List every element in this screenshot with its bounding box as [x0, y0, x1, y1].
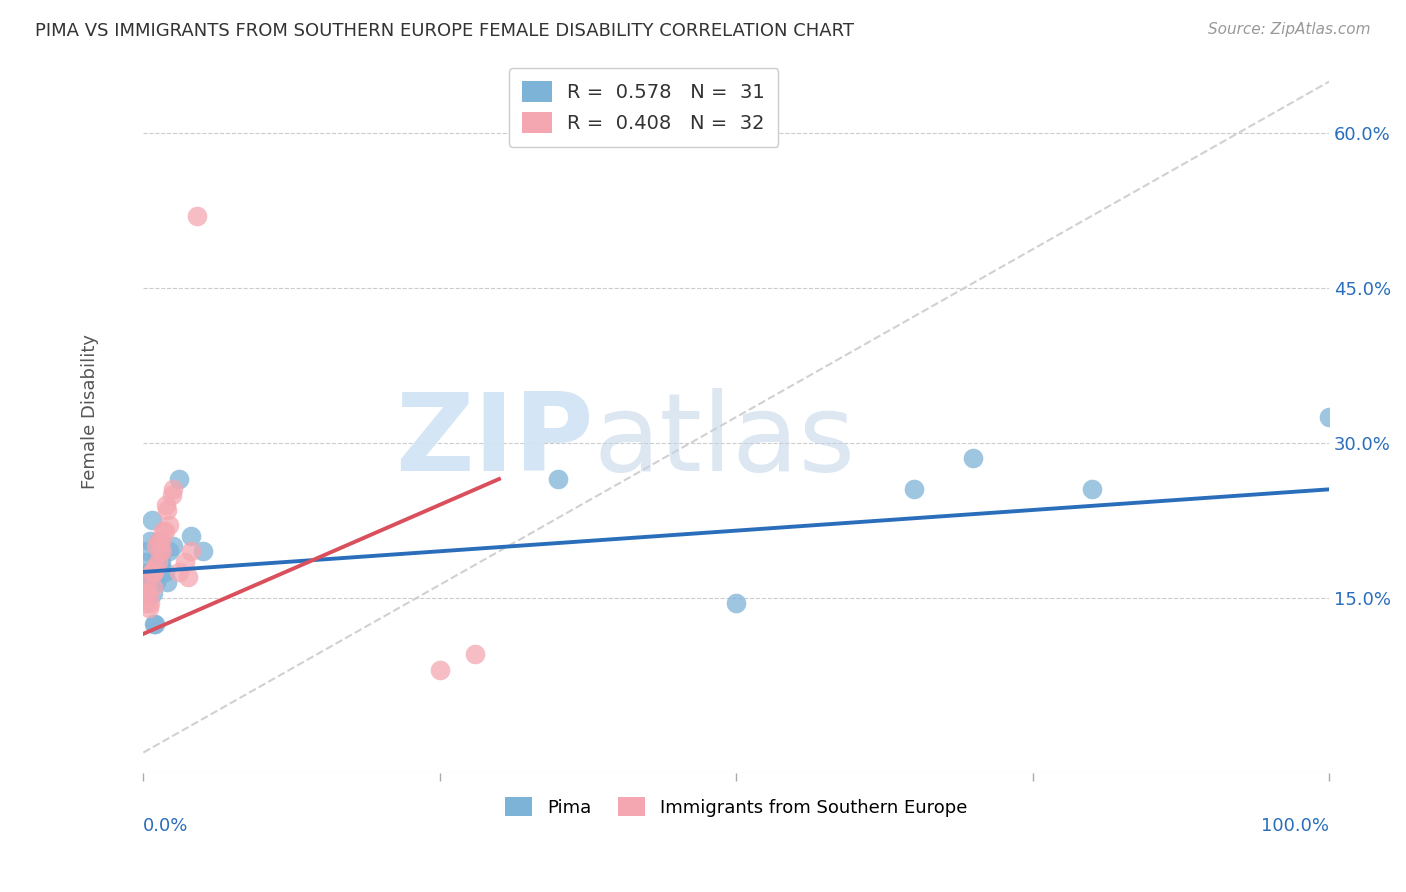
Point [134, 596, 156, 610]
Point [143, 616, 166, 631]
Point [156, 503, 179, 517]
Point [157, 518, 180, 533]
Point [138, 565, 160, 579]
Point [153, 565, 176, 579]
Point [138, 601, 160, 615]
Point [962, 451, 984, 466]
Point [139, 533, 162, 548]
Point [139, 596, 162, 610]
Point [156, 575, 179, 590]
Text: Source: ZipAtlas.com: Source: ZipAtlas.com [1208, 22, 1371, 37]
Point [145, 575, 167, 590]
Point [135, 544, 157, 558]
Point [145, 539, 167, 553]
Text: 100.0%: 100.0% [1261, 816, 1329, 835]
Point [150, 555, 173, 569]
Point [547, 472, 569, 486]
Point [150, 533, 173, 548]
Point [149, 555, 172, 569]
Point [157, 544, 180, 558]
Point [149, 544, 172, 558]
Point [152, 524, 174, 538]
Point [135, 555, 157, 569]
Point [1317, 410, 1340, 425]
Point [141, 513, 163, 527]
Point [143, 559, 166, 574]
Text: PIMA VS IMMIGRANTS FROM SOUTHERN EUROPE FEMALE DISABILITY CORRELATION CHART: PIMA VS IMMIGRANTS FROM SOUTHERN EUROPE … [35, 22, 855, 40]
Point [177, 570, 200, 584]
Point [148, 533, 170, 548]
Point [150, 565, 173, 579]
Point [146, 549, 169, 564]
Text: atlas: atlas [593, 388, 856, 494]
Point [150, 544, 173, 558]
Text: ZIP: ZIP [395, 388, 593, 494]
Point [725, 596, 748, 610]
Point [135, 585, 157, 599]
Point [136, 575, 159, 590]
Point [152, 544, 174, 558]
Point [141, 565, 163, 579]
Point [167, 565, 190, 579]
Point [153, 524, 176, 538]
Point [1081, 483, 1104, 497]
Point [162, 539, 184, 553]
Point [148, 533, 170, 548]
Point [903, 483, 925, 497]
Text: 0.0%: 0.0% [143, 816, 188, 835]
Legend: Pima, Immigrants from Southern Europe: Pima, Immigrants from Southern Europe [496, 788, 976, 826]
Point [155, 498, 177, 512]
Point [162, 483, 184, 497]
Point [135, 585, 157, 599]
Point [160, 487, 183, 501]
Point [135, 575, 157, 590]
Point [136, 585, 159, 599]
Point [173, 555, 195, 569]
Point [143, 565, 166, 579]
Point [464, 648, 486, 662]
Point [142, 575, 165, 590]
Point [180, 529, 202, 543]
Point [146, 555, 169, 569]
Point [180, 544, 202, 558]
Point [142, 585, 165, 599]
Point [139, 565, 162, 579]
Point [191, 544, 214, 558]
Point [429, 663, 451, 677]
Text: Female Disability: Female Disability [82, 334, 98, 490]
Point [167, 472, 190, 486]
Point [142, 581, 165, 595]
Point [186, 209, 208, 223]
Point [143, 616, 166, 631]
Point [142, 565, 165, 579]
